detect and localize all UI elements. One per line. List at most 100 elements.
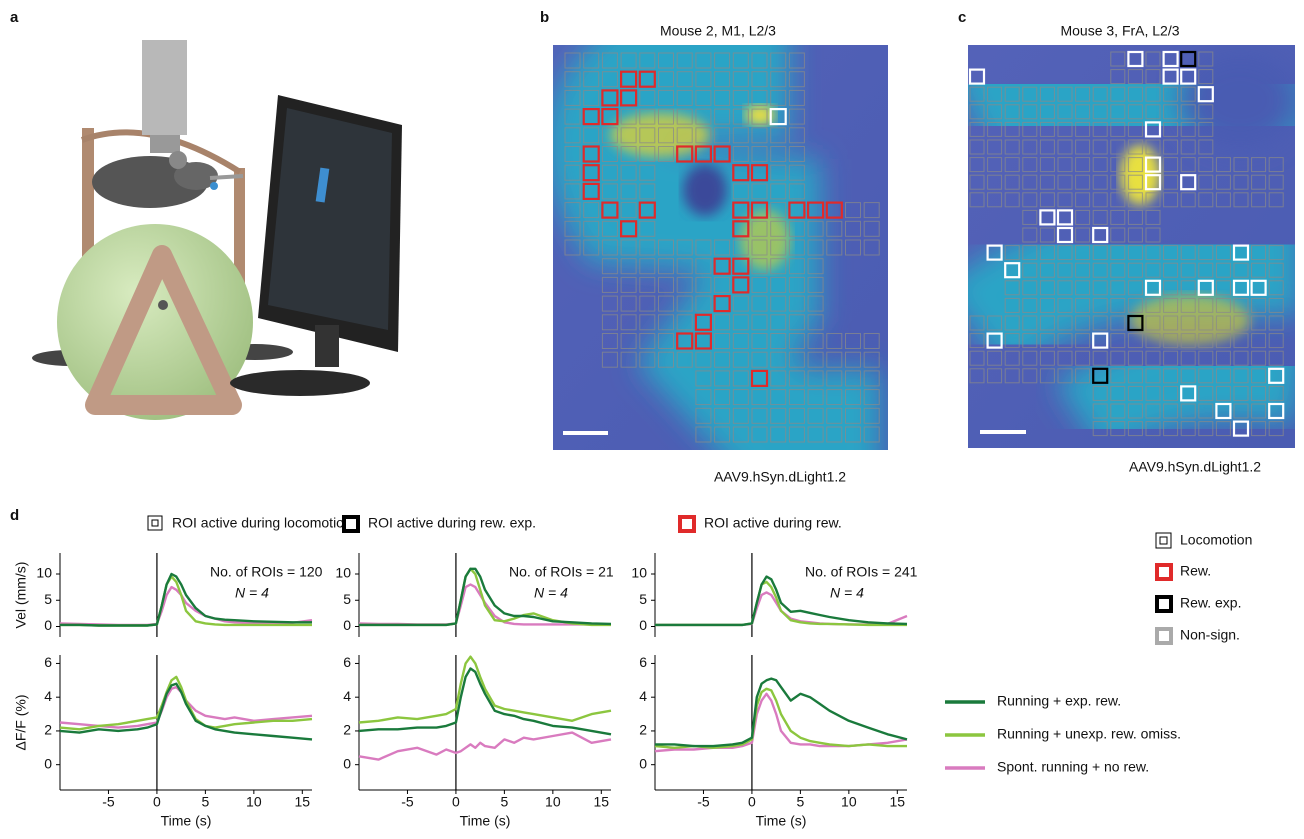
roi-square <box>1163 139 1179 155</box>
roi-square <box>1075 86 1091 102</box>
roi-square <box>1127 209 1143 225</box>
roi-square <box>987 104 1003 120</box>
roi-square <box>1180 333 1196 349</box>
annotation: N = 4 <box>235 585 269 601</box>
roi-square <box>620 258 637 275</box>
y-tick-label: 0 <box>343 617 351 633</box>
roi-square <box>1110 139 1126 155</box>
roi-square <box>1268 367 1285 384</box>
legend-label: Non-sign. <box>1180 627 1240 643</box>
roi-square <box>583 220 600 237</box>
roi-square <box>1251 403 1267 419</box>
roi-square <box>1180 86 1196 102</box>
roi-square <box>1110 157 1126 173</box>
roi-square <box>969 139 985 155</box>
roi-square <box>732 370 749 387</box>
roi-square <box>619 89 638 107</box>
roi-square <box>1110 86 1126 102</box>
roi-square <box>601 351 618 368</box>
roi-square <box>1075 262 1091 278</box>
image-title: Mouse 3, FrA, L2/3 <box>1060 23 1179 39</box>
roi-square <box>1268 350 1284 366</box>
roi-square <box>1075 121 1091 137</box>
roi-square <box>1127 314 1144 332</box>
roi-square <box>1180 368 1196 384</box>
roi-square <box>1215 402 1232 420</box>
roi-square <box>863 202 880 219</box>
roi-square <box>1163 368 1179 384</box>
roi-square <box>1092 245 1108 261</box>
roi-square <box>1039 121 1055 137</box>
roi-square <box>807 426 824 443</box>
roi-square <box>1057 121 1073 137</box>
roi-square <box>1145 297 1161 313</box>
roi-square <box>751 108 768 125</box>
roi-square <box>676 258 693 275</box>
x-axis-label: Time (s) <box>460 813 511 829</box>
roi-square <box>638 70 656 88</box>
roi-square <box>1004 174 1020 190</box>
roi-square <box>620 276 637 293</box>
roi-square <box>770 127 787 144</box>
roi-square <box>732 52 749 69</box>
roi-square <box>1092 421 1108 437</box>
roi-square <box>1215 245 1231 261</box>
roi-square <box>770 239 787 256</box>
roi-square <box>676 145 694 163</box>
roi-square <box>620 239 637 256</box>
roi-square <box>1056 209 1074 226</box>
roi-square <box>1022 368 1038 384</box>
roi-square <box>582 182 600 200</box>
roi-square <box>1163 333 1179 349</box>
roi-square <box>1004 262 1021 279</box>
annotation: No. of ROIs = 120 <box>210 564 323 580</box>
roi-square <box>1268 262 1284 278</box>
roi-square <box>1250 279 1267 296</box>
roi-square <box>694 145 713 163</box>
panel-label: c <box>958 9 966 26</box>
roi-square <box>732 276 750 294</box>
y-tick-label: 5 <box>639 591 647 607</box>
roi-square <box>1180 104 1196 120</box>
roi-square <box>769 107 787 126</box>
roi-square <box>583 52 600 69</box>
roi-square <box>770 351 787 368</box>
roi-square <box>1092 226 1109 244</box>
roi-square <box>1057 86 1073 102</box>
roi-square <box>751 89 768 106</box>
roi-square <box>620 351 637 368</box>
roi-square <box>770 276 787 293</box>
roi-square <box>1268 245 1284 261</box>
data-line <box>358 731 612 761</box>
roi-square <box>1004 121 1020 137</box>
roi-square <box>676 332 694 350</box>
x-tick-label: 15 <box>890 794 906 810</box>
roi-square <box>1180 245 1196 261</box>
roi-square <box>1215 157 1231 173</box>
roi-square <box>1127 368 1143 384</box>
roi-square <box>620 202 637 219</box>
roi-square <box>1022 333 1038 349</box>
roi-square <box>1180 50 1197 68</box>
roi-square <box>1180 139 1196 155</box>
roi-square <box>1268 333 1284 349</box>
roi-square <box>1215 192 1231 208</box>
roi-square <box>713 295 731 313</box>
roi-square <box>1145 227 1161 243</box>
roi-square <box>1057 297 1073 313</box>
roi-square <box>969 86 985 102</box>
roi-square <box>1022 350 1038 366</box>
y-tick-label: 6 <box>639 654 647 670</box>
roi-square <box>1092 367 1109 384</box>
roi-square <box>714 239 731 256</box>
panel-label: a <box>10 9 19 26</box>
roi-square <box>1022 280 1038 296</box>
roi-square <box>1198 51 1214 67</box>
roi-square <box>1144 156 1162 173</box>
image <box>968 45 1295 448</box>
roi-square <box>1233 368 1249 384</box>
roi-square <box>714 351 731 368</box>
roi-square <box>863 351 880 368</box>
roi-square <box>714 314 731 331</box>
